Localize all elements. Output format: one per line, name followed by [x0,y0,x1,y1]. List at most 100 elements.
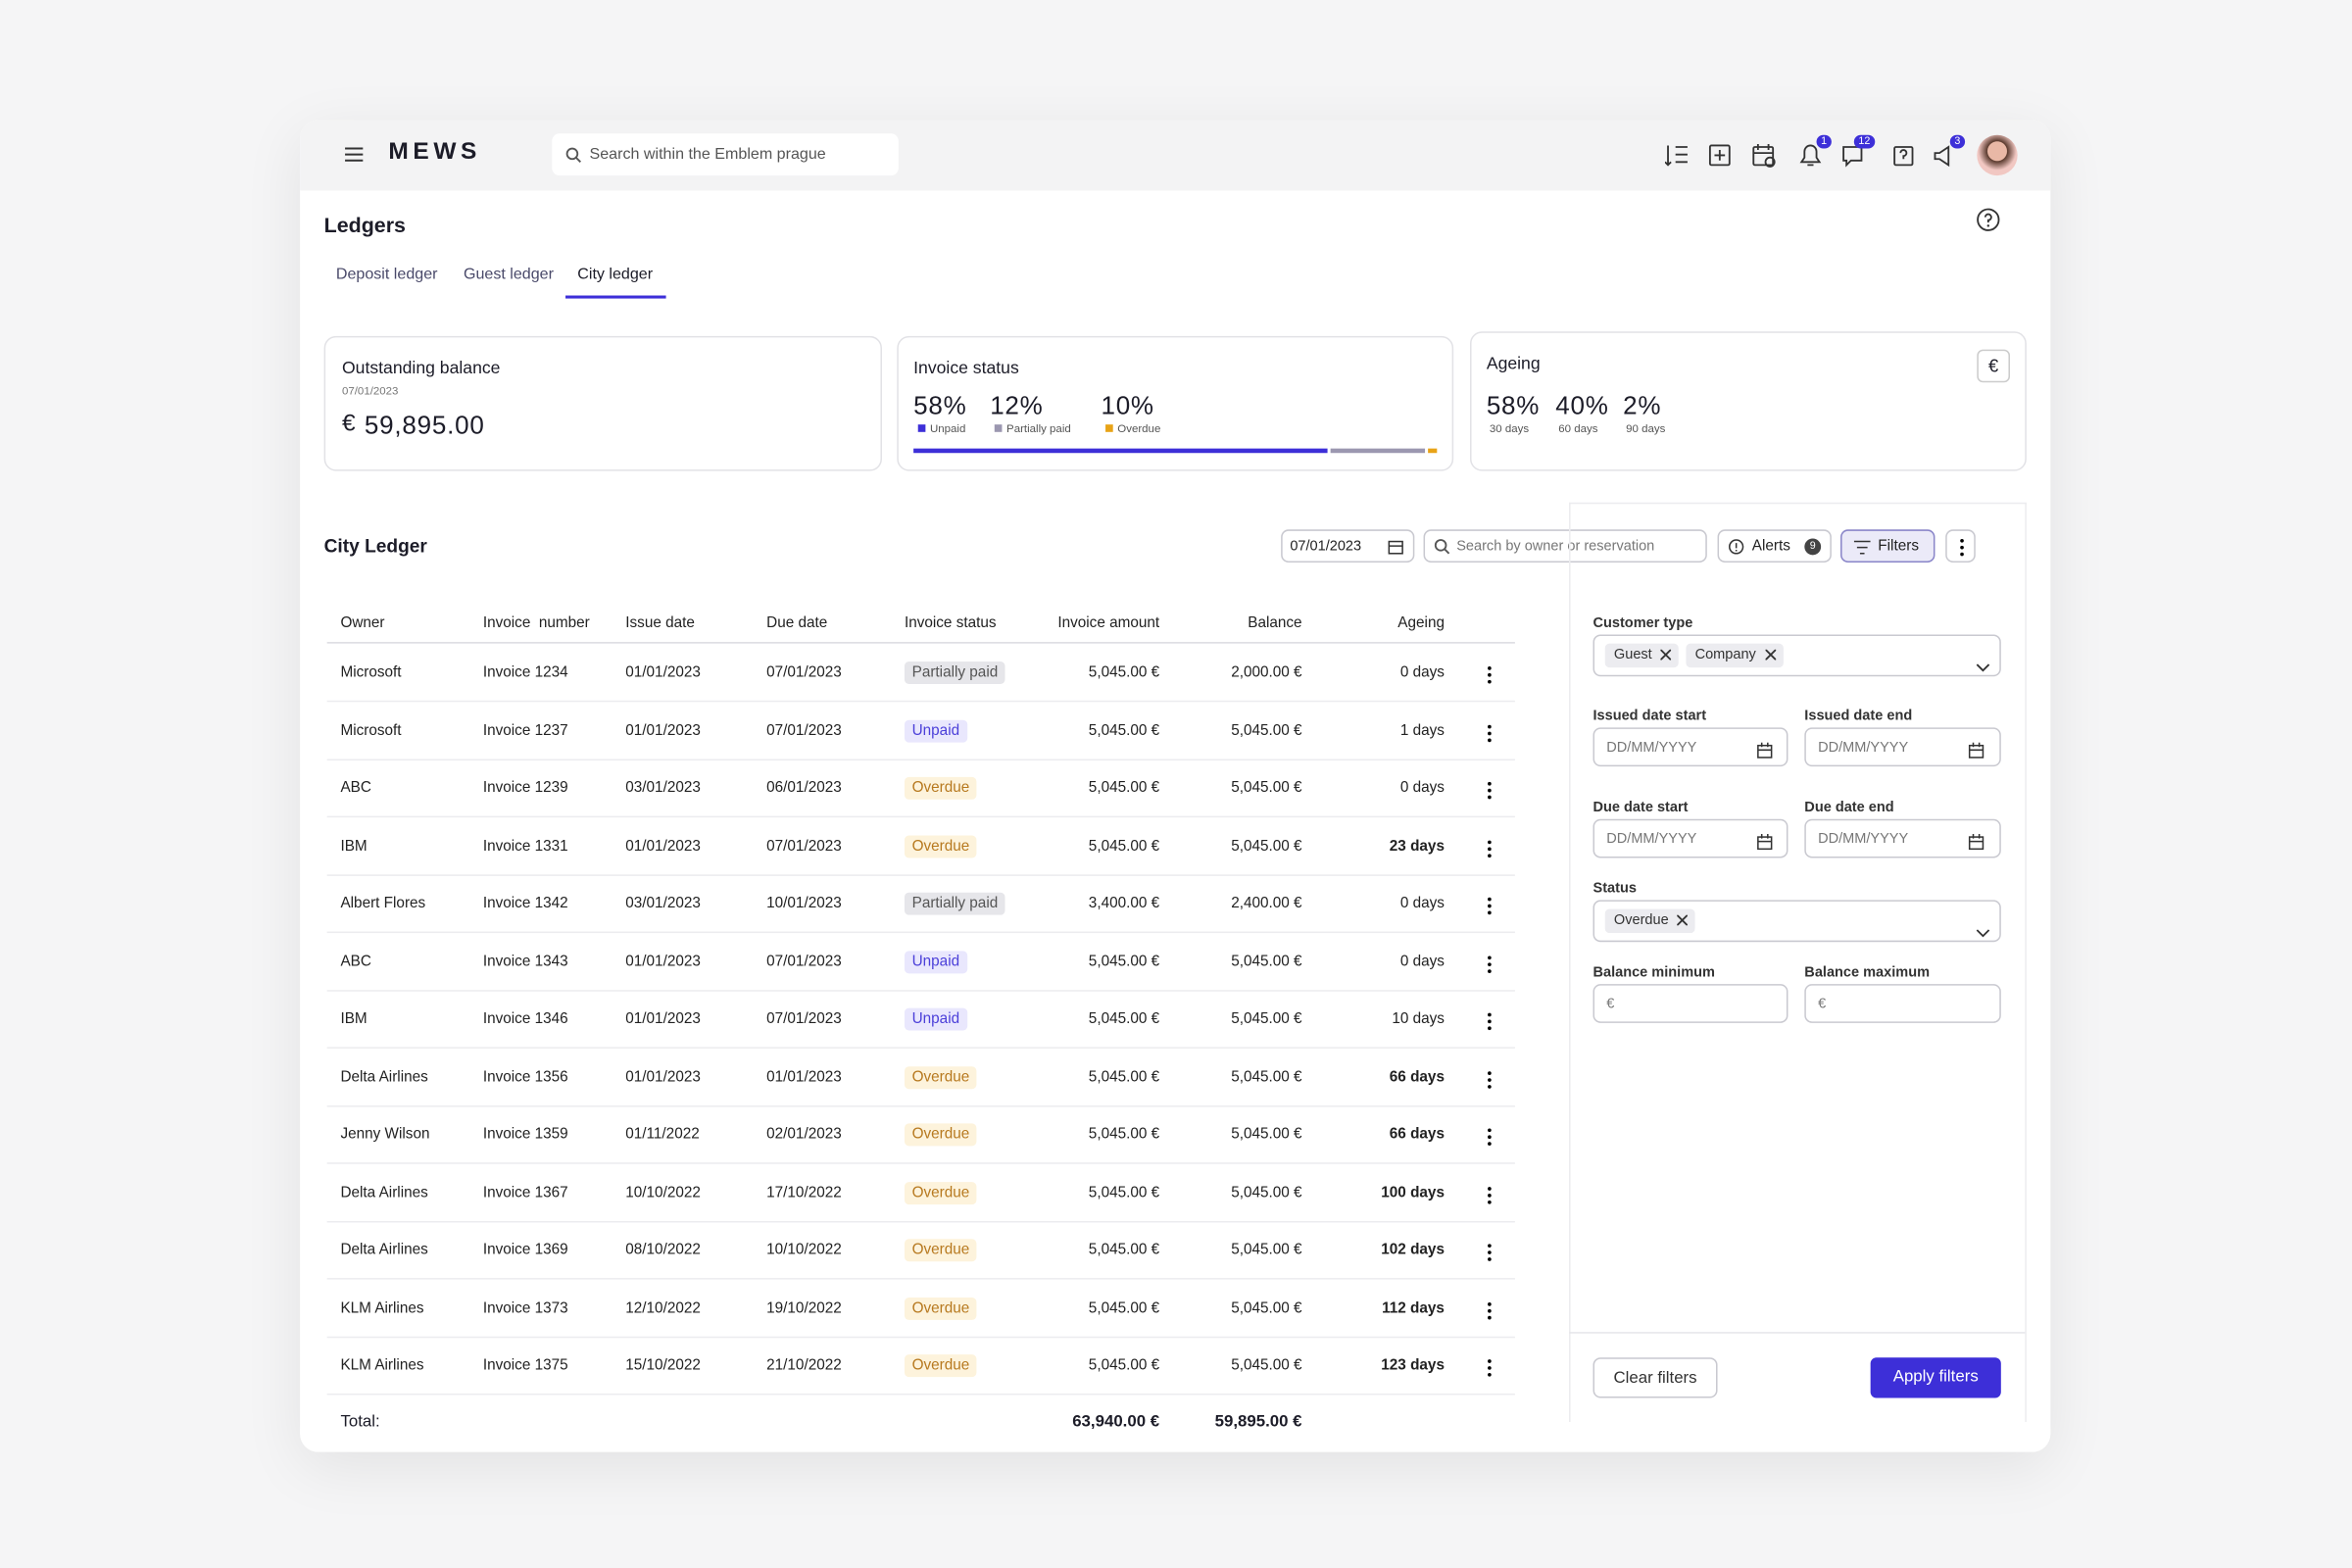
chip-remove[interactable] [1764,644,1777,667]
cell: 5,045.00 € [1231,1068,1302,1086]
date-input[interactable]: DD/MM/YYYY [1804,727,2001,767]
date-input[interactable]: DD/MM/YYYY [1804,818,2001,858]
row-menu[interactable] [1487,722,1493,742]
column-header[interactable]: Balance [1248,614,1302,632]
chip-remove[interactable] [1660,644,1673,667]
money-input[interactable]: € [1592,984,1788,1023]
chip-remove[interactable] [1677,909,1690,933]
row-menu[interactable] [1487,954,1493,973]
cell: 0 days [1399,664,1445,681]
row-line [326,815,1515,818]
legend-dot [1105,424,1113,432]
cell: Delta Airlines [340,1068,428,1086]
filter-chip[interactable]: Guest [1604,643,1680,668]
cell: 3,400.00 € [1088,895,1160,912]
column-header[interactable]: Due date [766,614,828,632]
row-menu[interactable] [1487,1242,1493,1261]
cell: 01/01/2023 [766,1068,842,1086]
column-header[interactable]: Ageing [1397,614,1445,632]
cell: 0 days [1399,779,1445,797]
field-label: Issued date end [1804,708,1913,725]
cell: Invoice 1342 [482,895,568,912]
cell: ABC [340,953,371,970]
cell: 5,045.00 € [1231,779,1302,797]
filter-chip[interactable]: Overdue [1604,908,1696,934]
card-title: Ageing [1486,355,1541,374]
more-button[interactable] [1945,529,1976,563]
bar-unpaid [913,448,1328,454]
filter-chip[interactable]: Company [1686,643,1784,668]
row-menu[interactable] [1487,1069,1493,1088]
amount: 59,895.00 [364,411,485,440]
status-chip: Overdue [904,1123,977,1147]
row-menu[interactable] [1487,1357,1493,1377]
dots-icon [1960,538,1964,557]
menu-icon[interactable] [345,145,364,163]
help-icon[interactable] [1976,207,2001,232]
search-box[interactable]: Search within the Emblem prague [552,133,899,176]
date-input[interactable]: DD/MM/YYYY [1592,727,1788,767]
column-header[interactable]: Issue date [625,614,695,632]
avatar[interactable] [1977,134,2018,176]
row-menu[interactable] [1487,780,1493,800]
filter-panel [1569,502,2027,1423]
table-search[interactable]: Search by owner or reservation [1423,529,1707,563]
cell: 1 days [1399,721,1445,739]
alerts-count: 9 [1804,538,1822,556]
row-menu[interactable] [1487,1011,1493,1031]
row-menu[interactable] [1487,1126,1493,1146]
card-title: Outstanding balance [341,360,501,378]
cell: 5,045.00 € [1088,664,1160,681]
field-label: Status [1592,880,1637,898]
cell: Invoice 1331 [482,837,568,855]
alert-icon [1729,539,1744,555]
date-picker[interactable]: 07/01/2023 [1281,529,1415,563]
field-label: Issued date start [1592,708,1707,725]
cell: Invoice 1356 [482,1068,568,1086]
column-header[interactable]: Invoice status [904,614,997,632]
row-menu[interactable] [1487,1299,1493,1319]
tab[interactable]: Guest ledger [463,265,554,284]
clear-button[interactable]: Clear filters [1592,1357,1718,1398]
tab[interactable]: Deposit ledger [335,265,438,284]
cell: 19/10/2022 [766,1299,842,1317]
row-menu[interactable] [1487,664,1493,684]
money-input[interactable]: € [1804,984,2001,1023]
cell: 01/11/2022 [625,1126,700,1144]
cell: Invoice 1369 [482,1242,568,1259]
row-menu[interactable] [1487,1184,1493,1203]
cell: 5,045.00 € [1088,1010,1160,1028]
cell: Invoice 1346 [482,1010,568,1028]
date-input[interactable]: DD/MM/YYYY [1592,818,1788,858]
cell: 0 days [1399,895,1445,912]
cell: 21/10/2022 [766,1357,842,1375]
stat-value: 12% [990,391,1044,420]
apply-button[interactable]: Apply filters [1870,1357,2001,1398]
outstanding-card: Outstanding balance 07/01/2023 € 59,895.… [323,335,882,471]
row-line [326,1162,1515,1164]
stat-label: Unpaid [929,421,966,435]
cell: 100 days [1381,1184,1445,1201]
column-header[interactable]: Invoice number [482,614,590,632]
placeholder: DD/MM/YYYY [1606,739,1697,757]
row-menu[interactable] [1487,896,1493,915]
alerts-button[interactable]: Alerts 9 [1717,529,1832,563]
select-input[interactable]: Guest Company [1592,634,2001,677]
row-menu[interactable] [1487,838,1493,858]
row-line [326,1278,1515,1280]
calendar-icon [1756,831,1773,858]
select-input[interactable]: Overdue [1592,900,2001,943]
column-header[interactable]: Owner [340,614,385,632]
cell: 07/01/2023 [766,953,842,970]
filters-button[interactable]: Filters [1840,529,1936,563]
currency-button[interactable]: € [1977,349,2011,383]
logo[interactable]: MEWS [388,139,481,166]
cell: 10 days [1392,1010,1445,1028]
cell: 5,045.00 € [1088,1299,1160,1317]
toolbar-icons[interactable] [1664,141,1950,172]
cell: 5,045.00 € [1231,721,1302,739]
cell: 5,045.00 € [1231,1242,1302,1259]
column-header[interactable]: Invoice amount [1057,614,1160,632]
status-chip: Overdue [904,1239,977,1262]
tab[interactable]: City ledger [577,265,654,284]
